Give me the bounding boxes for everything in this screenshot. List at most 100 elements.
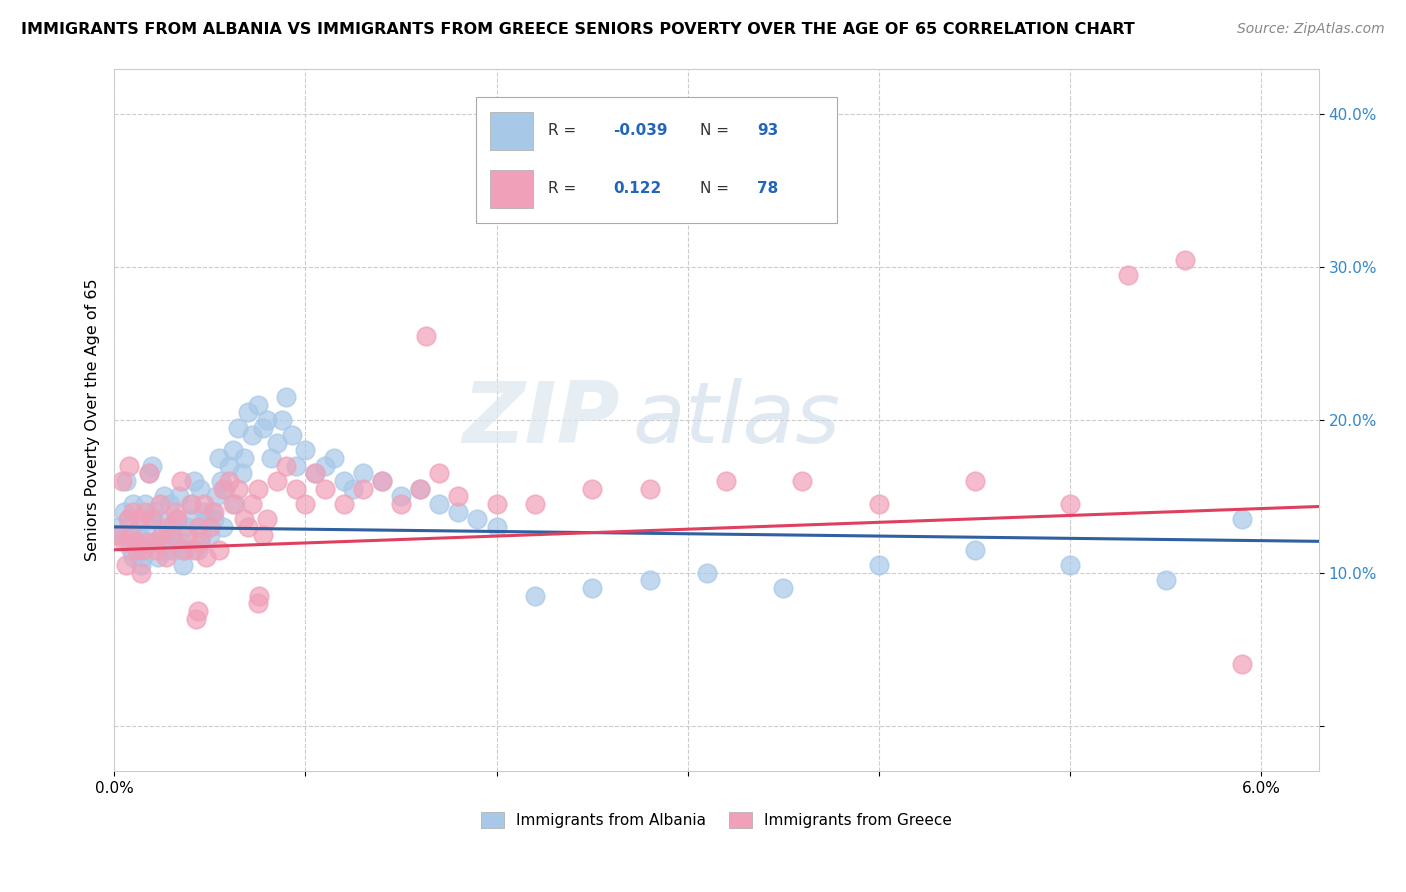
Point	[240, 497, 263, 511]
Point	[129, 558, 152, 573]
Point	[252, 527, 274, 541]
Point	[194, 512, 217, 526]
Point	[143, 505, 166, 519]
Point	[155, 542, 177, 557]
Point	[638, 482, 661, 496]
Point	[332, 474, 354, 488]
Point	[233, 512, 256, 526]
Point	[194, 550, 217, 565]
Point	[202, 512, 225, 526]
Point	[389, 489, 412, 503]
Point	[581, 482, 603, 496]
Text: atlas: atlas	[633, 378, 841, 461]
Point	[233, 451, 256, 466]
Point	[409, 482, 432, 496]
Point	[276, 458, 298, 473]
Point	[208, 451, 231, 466]
Point	[792, 474, 814, 488]
Point	[209, 474, 232, 488]
Point	[135, 527, 157, 541]
Point	[132, 542, 155, 557]
Point	[201, 505, 224, 519]
Point	[170, 474, 193, 488]
Point	[128, 520, 150, 534]
Point	[172, 558, 194, 573]
Point	[523, 589, 546, 603]
Point	[128, 512, 150, 526]
Point	[246, 482, 269, 496]
Point	[214, 482, 236, 496]
Point	[187, 520, 209, 534]
Point	[1232, 512, 1254, 526]
Text: ZIP: ZIP	[463, 378, 620, 461]
Point	[117, 535, 139, 549]
Point	[231, 467, 253, 481]
Point	[138, 467, 160, 481]
Point	[236, 520, 259, 534]
Point	[409, 482, 432, 496]
Point	[222, 497, 245, 511]
Point	[638, 574, 661, 588]
Point	[427, 497, 450, 511]
Point	[146, 550, 169, 565]
Point	[181, 512, 204, 526]
Point	[1232, 657, 1254, 672]
Point	[276, 390, 298, 404]
Point	[165, 505, 187, 519]
Point	[963, 542, 986, 557]
Point	[117, 512, 139, 526]
Point	[202, 505, 225, 519]
Point	[222, 443, 245, 458]
Point	[180, 497, 202, 511]
Point	[135, 535, 157, 549]
Point	[188, 482, 211, 496]
Point	[114, 474, 136, 488]
Point	[281, 428, 304, 442]
Point	[127, 527, 149, 541]
Point	[124, 535, 146, 549]
Point	[114, 558, 136, 573]
Point	[240, 428, 263, 442]
Point	[294, 443, 316, 458]
Point	[150, 527, 173, 541]
Point	[415, 329, 437, 343]
Point	[167, 489, 190, 503]
Point	[141, 458, 163, 473]
Point	[172, 542, 194, 557]
Point	[224, 497, 246, 511]
Point	[581, 581, 603, 595]
Point	[120, 527, 142, 541]
Point	[246, 398, 269, 412]
Point	[159, 497, 181, 511]
Point	[332, 497, 354, 511]
Point	[139, 512, 162, 526]
Legend: Immigrants from Albania, Immigrants from Greece: Immigrants from Albania, Immigrants from…	[475, 805, 957, 834]
Point	[162, 542, 184, 557]
Point	[284, 458, 307, 473]
Point	[166, 512, 188, 526]
Point	[141, 512, 163, 526]
Point	[134, 505, 156, 519]
Point	[170, 535, 193, 549]
Point	[176, 520, 198, 534]
Point	[149, 512, 172, 526]
Point	[156, 527, 179, 541]
Point	[188, 535, 211, 549]
Point	[111, 527, 134, 541]
Point	[1154, 574, 1177, 588]
Point	[868, 558, 890, 573]
Point	[249, 589, 271, 603]
Point	[166, 512, 188, 526]
Text: IMMIGRANTS FROM ALBANIA VS IMMIGRANTS FROM GREECE SENIORS POVERTY OVER THE AGE O: IMMIGRANTS FROM ALBANIA VS IMMIGRANTS FR…	[21, 22, 1135, 37]
Point	[156, 520, 179, 534]
Point	[523, 497, 546, 511]
Point	[187, 604, 209, 618]
Point	[143, 535, 166, 549]
Point	[120, 542, 142, 557]
Point	[256, 512, 278, 526]
Point	[198, 527, 221, 541]
Point	[160, 520, 183, 534]
Point	[165, 535, 187, 549]
Point	[132, 550, 155, 565]
Point	[186, 611, 208, 625]
